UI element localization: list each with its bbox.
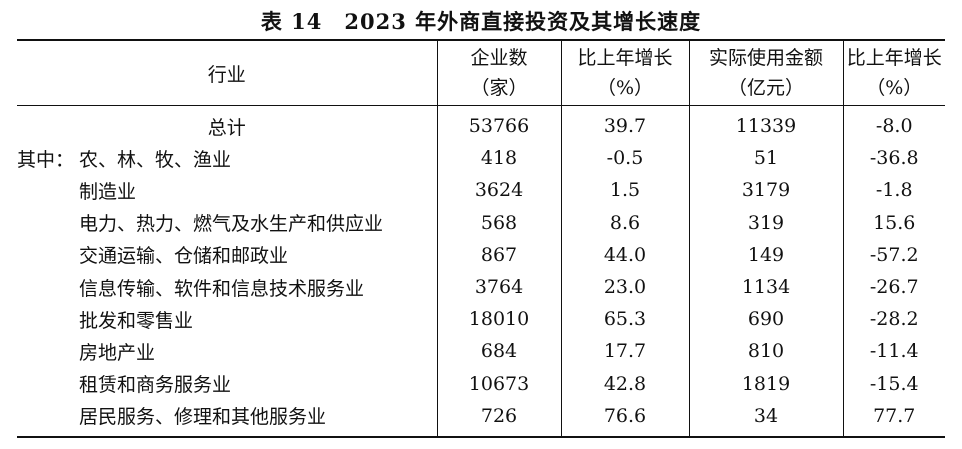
- table-title: 表 14 2023 年外商直接投资及其增长速度: [260, 9, 702, 34]
- header-amount: 实际使用金额 （亿元）: [688, 40, 843, 106]
- cell-amt-growth: -1.8: [842, 174, 945, 207]
- cell-amount: 11339: [688, 105, 843, 143]
- cell-industry: 其中： 农、林、牧、渔业: [17, 142, 437, 174]
- cell-ent-growth: -0.5: [560, 142, 689, 175]
- header-enterprises-label: 企业数: [470, 47, 528, 69]
- table-row: 批发和零售业 18010 65.3 690 -28.2: [17, 303, 945, 336]
- cell-amount: 34: [688, 399, 843, 437]
- cell-industry: 制造业: [17, 174, 437, 206]
- cell-enterprises: 418: [436, 142, 561, 175]
- cell-ent-growth: 76.6: [560, 399, 689, 437]
- cell-ent-growth: 39.7: [560, 105, 689, 143]
- among-label: 其中：: [17, 148, 75, 171]
- table-row: 房地产业 684 17.7 810 -11.4: [17, 335, 945, 368]
- cell-amount: 149: [688, 238, 843, 271]
- cell-industry: 房地产业: [17, 335, 437, 367]
- header-amount-unit: （亿元）: [727, 77, 804, 99]
- cell-enterprises: 568: [436, 206, 561, 239]
- cell-industry: 批发和零售业: [17, 303, 437, 335]
- cell-amount: 1819: [688, 367, 843, 400]
- table-row: 信息传输、软件和信息技术服务业 3764 23.0 1134 -26.7: [17, 270, 945, 304]
- industry-label: 房地产业: [79, 341, 156, 364]
- cell-enterprises: 726: [436, 399, 561, 437]
- header-industry: 行业: [17, 40, 437, 106]
- cell-industry: 租赁和商务服务业: [17, 368, 437, 400]
- cell-ent-growth: 1.5: [560, 174, 689, 207]
- cell-enterprises: 867: [436, 238, 561, 271]
- cell-industry: 信息传输、软件和信息技术服务业: [17, 271, 437, 303]
- cell-enterprises: 53766: [436, 105, 561, 143]
- industry-label: 制造业: [79, 180, 137, 203]
- industry-label: 农、林、牧、渔业: [79, 148, 232, 171]
- cell-amt-growth: -57.2: [842, 238, 945, 271]
- industry-label: 居民服务、修理和其他服务业: [79, 406, 327, 429]
- header-amt-growth-label: 比上年增长: [846, 47, 942, 69]
- cell-industry: 总计: [207, 116, 246, 139]
- cell-amount: 51: [688, 142, 843, 175]
- cell-amount: 3179: [688, 174, 843, 207]
- cell-amt-growth: -26.7: [842, 270, 945, 304]
- cell-industry: 交通运输、仓储和邮政业: [17, 239, 437, 271]
- table-row: 租赁和商务服务业 10673 42.8 1819 -15.4: [17, 367, 945, 400]
- cell-amt-growth: -28.2: [842, 303, 945, 336]
- header-ent-growth-unit: （%）: [596, 77, 654, 99]
- total-row: 总计 53766 39.7 11339 -8.0: [17, 105, 945, 143]
- cell-ent-growth: 17.7: [560, 335, 689, 368]
- cell-amt-growth: -36.8: [842, 142, 945, 175]
- cell-amt-growth: 15.6: [842, 206, 945, 239]
- industry-label: 批发和零售业: [79, 309, 194, 332]
- cell-enterprises: 10673: [436, 367, 561, 400]
- cell-enterprises: 3624: [436, 174, 561, 207]
- table-row: 其中： 农、林、牧、渔业 418 -0.5 51 -36.8: [17, 142, 945, 175]
- table-row: 电力、热力、燃气及水生产和供应业 568 8.6 319 15.6: [17, 206, 945, 239]
- table-row: 居民服务、修理和其他服务业 726 76.6 34 77.7: [17, 399, 945, 437]
- industry-label: 信息传输、软件和信息技术服务业: [79, 277, 365, 300]
- cell-amt-growth: -15.4: [842, 367, 945, 400]
- industry-label: 电力、热力、燃气及水生产和供应业: [79, 213, 384, 236]
- cell-amount: 1134: [688, 270, 843, 304]
- table-body: 总计 53766 39.7 11339 -8.0 其中： 农、林、牧、渔业 418 -0.5 51…: [17, 105, 945, 437]
- cell-amount: 690: [688, 303, 843, 336]
- header-row: 行业 企业数 （家） 比上年增长 （%） 实际使用金额 （亿元） 比上年增长 （…: [17, 40, 945, 106]
- cell-industry: 电力、热力、燃气及水生产和供应业: [17, 207, 437, 239]
- cell-ent-growth: 42.8: [560, 367, 689, 400]
- cell-ent-growth: 8.6: [560, 206, 689, 239]
- cell-amount: 319: [688, 206, 843, 239]
- cell-industry: 居民服务、修理和其他服务业: [17, 400, 437, 437]
- header-amt-growth-unit: （%）: [866, 77, 923, 99]
- cell-amount: 810: [688, 335, 843, 368]
- fdi-table: 行业 企业数 （家） 比上年增长 （%） 实际使用金额 （亿元） 比上年增长 （…: [17, 39, 945, 438]
- cell-enterprises: 3764: [436, 270, 561, 304]
- cell-amt-growth: -11.4: [842, 335, 945, 368]
- industry-label: 交通运输、仓储和邮政业: [79, 245, 289, 268]
- cell-amt-growth: -8.0: [842, 105, 945, 143]
- industry-label: 租赁和商务服务业: [79, 374, 232, 397]
- cell-enterprises: 684: [436, 335, 561, 368]
- header-enterprises-unit: （家）: [470, 77, 528, 99]
- table-row: 交通运输、仓储和邮政业 867 44.0 149 -57.2: [17, 238, 945, 271]
- cell-enterprises: 18010: [436, 303, 561, 336]
- header-ent-growth: 比上年增长 （%）: [560, 40, 689, 106]
- header-ent-growth-label: 比上年增长: [577, 47, 673, 69]
- header-enterprises: 企业数 （家）: [436, 40, 561, 106]
- table-row: 制造业 3624 1.5 3179 -1.8: [17, 174, 945, 207]
- cell-ent-growth: 44.0: [560, 238, 689, 271]
- header-amt-growth: 比上年增长 （%）: [842, 40, 945, 106]
- cell-amt-growth: 77.7: [842, 399, 945, 437]
- cell-ent-growth: 65.3: [560, 303, 689, 336]
- cell-ent-growth: 23.0: [560, 270, 689, 304]
- header-amount-label: 实际使用金额: [708, 47, 823, 69]
